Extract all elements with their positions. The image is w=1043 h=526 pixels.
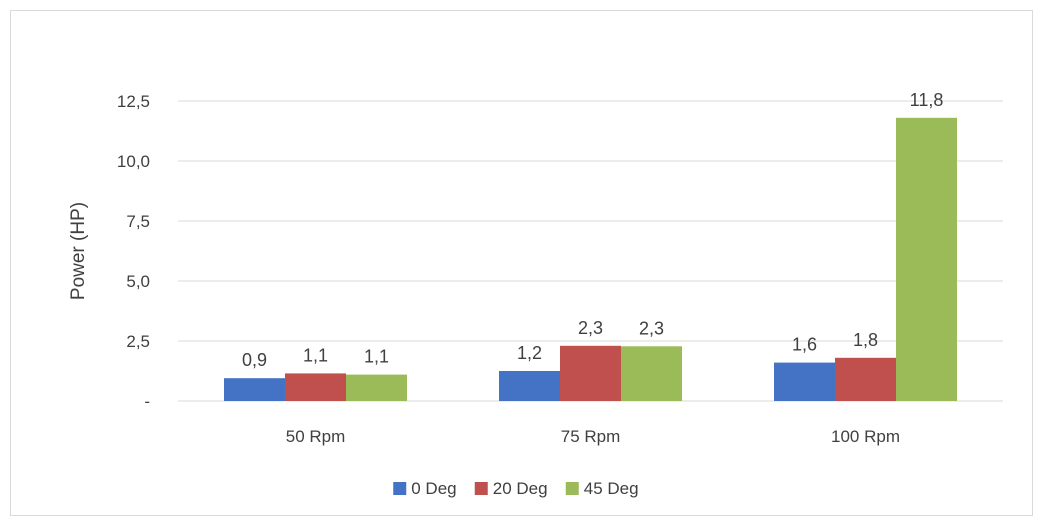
y-tick-label: - <box>144 392 150 411</box>
legend-entry: 20 Deg <box>493 479 548 498</box>
y-axis-label: Power (HP) <box>68 202 89 300</box>
legend-swatch <box>474 482 488 495</box>
legend-entry: 45 Deg <box>584 479 639 498</box>
x-axis-categories: 50 Rpm 75 Rpm 100 Rpm <box>286 427 900 446</box>
bar <box>346 374 407 401</box>
chart-frame <box>10 10 1033 516</box>
bar <box>774 362 835 401</box>
legend-entry: 0 Deg <box>411 479 456 498</box>
bar <box>835 357 896 401</box>
x-category-label: 50 Rpm <box>286 427 346 446</box>
data-label: 2,3 <box>578 318 603 338</box>
data-label: 1,6 <box>792 335 817 355</box>
y-tick-label: 10,0 <box>117 152 150 171</box>
data-label: 2,3 <box>639 318 664 338</box>
legend-swatch <box>565 482 579 495</box>
bar <box>285 373 346 401</box>
x-category-label: 75 Rpm <box>561 427 621 446</box>
legend-swatch <box>393 482 407 495</box>
bar <box>621 346 682 401</box>
bar <box>560 345 621 401</box>
data-label: 1,1 <box>303 345 328 365</box>
bars <box>224 117 957 402</box>
data-label: 0,9 <box>242 350 267 370</box>
bar <box>896 117 957 402</box>
y-tick-label: 5,0 <box>126 272 150 291</box>
y-tick-label: 2,5 <box>126 332 150 351</box>
x-category-label: 100 Rpm <box>831 427 900 446</box>
bar <box>499 371 560 401</box>
y-tick-label: 12,5 <box>117 92 150 111</box>
data-label: 1,2 <box>517 343 542 363</box>
y-axis-ticks: - 2,5 5,0 7,5 10,0 12,5 <box>117 92 150 411</box>
data-label: 1,1 <box>364 347 389 367</box>
data-label: 1,8 <box>853 330 878 350</box>
bar <box>224 378 285 401</box>
data-labels: 0,9 1,1 1,1 1,2 2,3 2,3 1,6 1,8 11,8 <box>242 90 943 370</box>
data-label: 11,8 <box>910 90 944 110</box>
legend: 0 Deg 20 Deg 45 Deg <box>393 479 639 498</box>
y-tick-label: 7,5 <box>126 212 150 231</box>
